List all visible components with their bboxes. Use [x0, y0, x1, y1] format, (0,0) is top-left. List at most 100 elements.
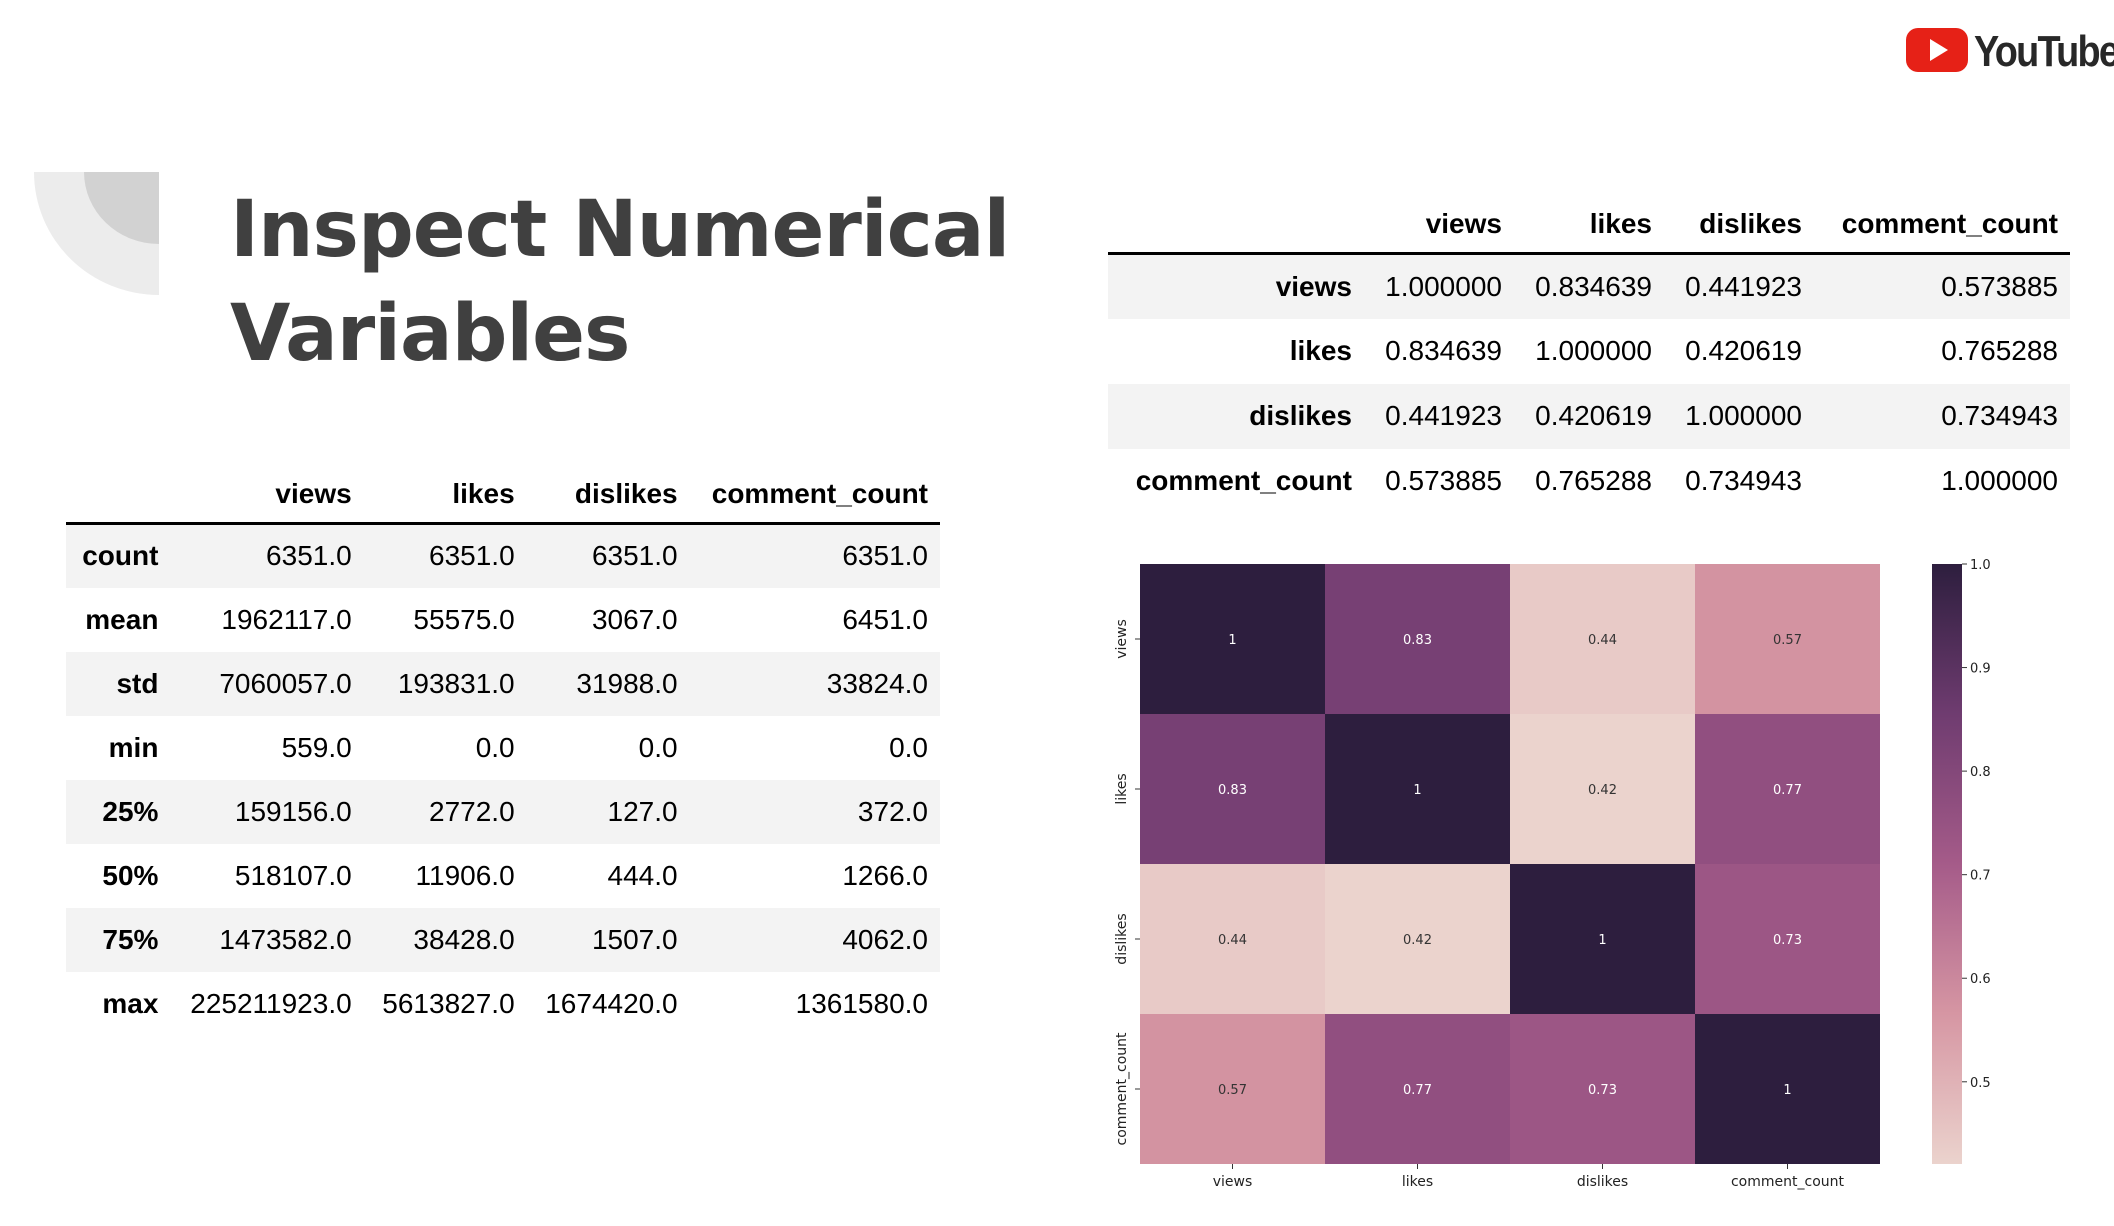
heatmap-annotation: 0.57: [1773, 633, 1802, 648]
table-cell: 0.420619: [1685, 335, 1802, 366]
colorbar-tick-label: 0.5: [1970, 1076, 1991, 1091]
table-row: 25% 159156.0 2772.0 127.0 372.0: [66, 779, 940, 844]
table-cell: 1.000000: [1535, 335, 1652, 366]
describe-table-header-row: views likes dislikes comment_count: [66, 448, 940, 525]
heatmap-cell: [1140, 864, 1325, 1014]
row-label: count: [82, 540, 159, 572]
table-cell: 1507.0: [591, 923, 678, 955]
heatmap-cell: [1140, 564, 1325, 714]
table-cell: 518107.0: [234, 859, 352, 891]
table-cell: 127.0: [607, 795, 678, 827]
colorbar-tick-label: 1.0: [1970, 558, 1991, 573]
describe-col-header: comment_count: [689, 448, 940, 525]
table-cell: 6351.0: [842, 540, 928, 572]
heatmap-cell: [1695, 714, 1880, 864]
table-cell: 38428.0: [413, 923, 515, 955]
youtube-logo-text: YouTube: [1974, 27, 2114, 76]
describe-col-header: likes: [363, 448, 527, 525]
table-cell: 1266.0: [842, 859, 928, 891]
row-label: 50%: [102, 859, 159, 891]
correlation-heatmap: 1 0.83 0.44 0.57 0.83 1 0.42 0.77 0.44 0.42 1 0.73 0…: [1114, 558, 1991, 1190]
row-label: 25%: [102, 795, 159, 827]
heatmap-cell: [1695, 1014, 1880, 1164]
table-cell: 0.0: [889, 731, 928, 763]
y-tick-label: likes: [1114, 773, 1130, 804]
y-tick-label: views: [1114, 619, 1130, 659]
describe-table: views likes dislikes comment_count count…: [66, 448, 940, 1036]
heatmap-annotation: 1: [1228, 633, 1236, 648]
table-row: std 7060057.0 193831.0 31988.0 33824.0: [66, 651, 940, 716]
table-cell: 4062.0: [842, 923, 928, 955]
table-cell: 0.573885: [1385, 465, 1502, 496]
describe-col-header: dislikes: [526, 448, 690, 525]
slide-title-line-2: Variables: [230, 289, 630, 379]
table-cell: 1.000000: [1685, 400, 1802, 431]
correlation-table-header-row: views likes dislikes comment_count: [1108, 178, 2070, 255]
table-row: 75% 1473582.0 38428.0 1507.0 4062.0: [66, 907, 940, 972]
heatmap-annotation: 0.57: [1218, 1083, 1247, 1098]
describe-col-header: views: [170, 448, 364, 525]
x-tick-label: dislikes: [1577, 1174, 1628, 1190]
correlation-col-header: comment_count: [1813, 178, 2070, 255]
table-row: dislikes 0.441923 0.420619 1.000000 0.73…: [1108, 383, 2070, 449]
table-cell: 33824.0: [826, 667, 928, 699]
table-cell: 6351.0: [429, 540, 515, 572]
correlation-table: views likes dislikes comment_count views…: [1108, 178, 2070, 514]
table-cell: 55575.0: [413, 603, 515, 635]
youtube-play-icon: [1906, 28, 1968, 72]
table-cell: 0.573885: [1941, 270, 2058, 302]
table-row: 50% 518107.0 11906.0 444.0 1266.0: [66, 844, 940, 908]
row-label: std: [116, 667, 159, 699]
table-cell: 0.765288: [1941, 335, 2058, 366]
table-cell: 0.734943: [1685, 465, 1802, 496]
table-cell: 0.0: [638, 731, 678, 763]
table-cell: 444.0: [607, 859, 678, 891]
row-label: comment_count: [1135, 465, 1352, 496]
heatmap-annotation: 0.42: [1403, 933, 1432, 948]
table-cell: 1361580.0: [795, 987, 928, 1019]
heatmap-annotation: 0.44: [1588, 633, 1617, 648]
row-label: min: [108, 731, 159, 763]
x-tick-label: views: [1213, 1174, 1253, 1190]
colorbar-tick-label: 0.7: [1970, 869, 1991, 884]
table-cell: 0.441923: [1685, 270, 1802, 302]
heatmap-annotation: 1: [1783, 1083, 1791, 1098]
heatmap-cell: [1510, 564, 1695, 714]
table-cell: 6351.0: [266, 540, 352, 572]
table-row: comment_count 0.573885 0.765288 0.734943…: [1108, 449, 2070, 514]
colorbar-tick-label: 0.6: [1970, 972, 1991, 987]
slide-title: Inspect Numerical Variables: [230, 178, 1010, 386]
table-cell: 7060057.0: [219, 667, 352, 699]
colorbar-tick-label: 0.8: [1970, 765, 1991, 780]
row-label: dislikes: [1249, 400, 1352, 431]
row-label: 75%: [102, 923, 159, 955]
table-row: min 559.0 0.0 0.0 0.0: [66, 716, 940, 780]
table-row: mean 1962117.0 55575.0 3067.0 6451.0: [66, 588, 940, 652]
table-cell: 1674420.0: [545, 987, 678, 1019]
heatmap-cell: [1325, 564, 1510, 714]
table-cell: 31988.0: [576, 667, 678, 699]
heatmap-cell: [1510, 864, 1695, 1014]
slide-title-line-1: Inspect Numerical: [230, 185, 1010, 275]
correlation-col-header: dislikes: [1663, 178, 1814, 255]
heatmap-cell: [1325, 1014, 1510, 1164]
heatmap-annotation: 1: [1413, 783, 1421, 798]
heatmap-cell: [1695, 564, 1880, 714]
correlation-col-header: views: [1363, 178, 1514, 255]
row-label: mean: [85, 603, 159, 635]
correlation-col-header: likes: [1513, 178, 1664, 255]
colorbar: [1932, 564, 1962, 1164]
heatmap-annotation: 0.77: [1403, 1083, 1432, 1098]
table-row: max 225211923.0 5613827.0 1674420.0 1361…: [66, 972, 940, 1036]
table-cell: 1962117.0: [221, 603, 352, 635]
table-cell: 0.420619: [1535, 400, 1652, 431]
table-cell: 11906.0: [415, 859, 515, 891]
table-cell: 0.441923: [1385, 400, 1502, 431]
table-cell: 1.000000: [1385, 270, 1502, 302]
y-tick-label: comment_count: [1114, 1032, 1130, 1146]
table-cell: 0.765288: [1535, 465, 1652, 496]
table-cell: 159156.0: [234, 795, 352, 827]
table-cell: 1473582.0: [219, 923, 352, 955]
row-label: likes: [1289, 335, 1352, 366]
heatmap-annotation: 0.44: [1218, 933, 1247, 948]
